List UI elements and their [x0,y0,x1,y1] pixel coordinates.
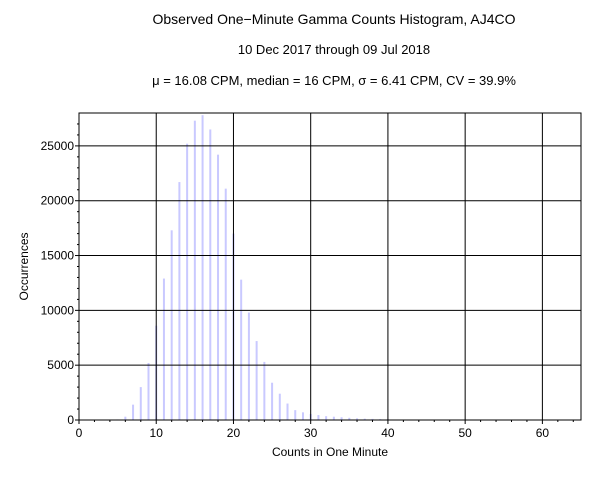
bars-group [116,115,405,421]
y-axis-label: Occurrences [17,232,31,300]
x-tick-label: 40 [381,426,395,440]
histogram-bar [278,393,281,420]
histogram-bar [193,120,196,421]
histogram-bar [356,418,359,420]
chart-title: Observed One−Minute Gamma Counts Histogr… [152,11,516,27]
histogram-bar [271,382,274,420]
histogram-bar [209,129,212,420]
histogram-bar [139,387,142,420]
grid-group [79,113,581,420]
y-tick-label: 0 [67,413,74,427]
histogram-bar [124,416,127,420]
histogram-bar [348,417,351,420]
histogram-bar [224,188,227,420]
histogram-bar [186,143,189,420]
histogram-bar [178,182,181,420]
y-tick-label: 20000 [41,194,75,208]
histogram-bar [255,341,258,420]
histogram-bar [340,417,343,420]
x-tick-label: 50 [458,426,472,440]
histogram-bar [263,361,266,420]
x-tick-label: 60 [536,426,550,440]
histogram-bar [363,418,366,420]
plot-frame [78,112,582,421]
x-tick-label: 20 [227,426,241,440]
x-tick-label: 10 [150,426,164,440]
histogram-bar [301,412,304,420]
y-tick-label: 25000 [41,139,75,153]
y-tick-label: 5000 [47,358,74,372]
x-axis-label: Counts in One Minute [272,445,388,459]
histogram-bar [132,404,135,420]
histogram-bar [325,416,328,420]
histogram-bar [247,312,250,420]
histogram-bar [286,403,289,420]
histogram-bar [217,154,220,420]
histogram-bar [147,362,150,420]
chart-stats-line: μ = 16.08 CPM, median = 16 CPM, σ = 6.41… [152,73,516,88]
histogram-bar [371,418,374,420]
histogram-bar [240,279,243,420]
histogram-bar [162,278,165,420]
x-tick-label: 0 [76,426,83,440]
histogram-bar [170,230,173,420]
y-tick-label: 15000 [41,249,75,263]
x-tick-label: 30 [304,426,318,440]
histogram-bar [332,416,335,420]
y-tick-label: 10000 [41,303,75,317]
histogram-bar [294,410,297,420]
histogram-bar [317,415,320,420]
chart-subtitle: 10 Dec 2017 through 09 Jul 2018 [237,42,431,57]
histogram-bar [201,115,204,420]
ticks-group: 0 10 20 30 40 50 60 0 5000 10000 15000 20000 25000 [41,123,574,440]
